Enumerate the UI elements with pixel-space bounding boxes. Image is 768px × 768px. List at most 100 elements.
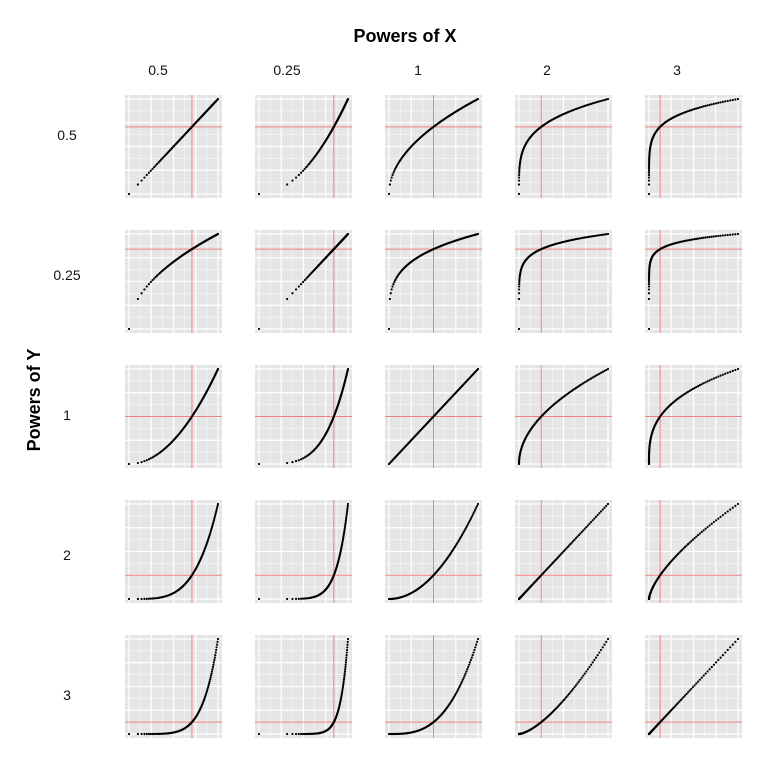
- data-point: [257, 732, 261, 736]
- data-point: [564, 548, 567, 551]
- data-point: [341, 687, 344, 691]
- data-point: [468, 520, 471, 524]
- data-point: [698, 532, 701, 535]
- panel-grid: [125, 95, 742, 738]
- data-point: [693, 238, 696, 241]
- data-point: [714, 102, 718, 105]
- data-point: [469, 658, 472, 662]
- data-point: [301, 732, 305, 736]
- data-point: [305, 166, 308, 169]
- data-point: [208, 682, 211, 685]
- data-point: [690, 687, 693, 691]
- data-point: [706, 236, 709, 239]
- data-point: [145, 732, 148, 736]
- data-point: [215, 646, 218, 649]
- data-point: [593, 375, 596, 378]
- data-point: [343, 672, 346, 675]
- data-point: [647, 288, 651, 291]
- data-point: [647, 167, 651, 170]
- data-point: [706, 525, 709, 529]
- data-point: [342, 678, 346, 681]
- data-point: [466, 668, 469, 671]
- data-point: [136, 461, 139, 465]
- data-point: [702, 105, 705, 108]
- data-point: [717, 234, 720, 238]
- data-point: [341, 686, 345, 689]
- data-point: [729, 370, 732, 373]
- data-point: [215, 508, 218, 511]
- data-point: [734, 98, 737, 101]
- data-point: [696, 385, 700, 388]
- data-point: [394, 167, 397, 170]
- chart-title-x: Powers of X: [353, 26, 456, 46]
- panel: [645, 635, 742, 738]
- data-point: [729, 99, 732, 102]
- data-point: [297, 597, 300, 600]
- data-point: [731, 233, 734, 236]
- data-point: [345, 653, 348, 657]
- data-point: [388, 183, 391, 186]
- data-point: [698, 106, 701, 109]
- data-point: [708, 524, 711, 527]
- data-point: [460, 680, 464, 683]
- data-point: [216, 643, 219, 646]
- data-point: [145, 285, 148, 288]
- data-point: [583, 672, 586, 675]
- data-point: [216, 504, 219, 507]
- data-point: [346, 510, 349, 513]
- data-point: [461, 678, 464, 681]
- data-point: [589, 520, 593, 524]
- data-point: [127, 597, 131, 601]
- data-point: [717, 375, 720, 378]
- data-point: [591, 235, 594, 238]
- data-point: [710, 665, 713, 669]
- data-point: [594, 374, 598, 377]
- data-point: [212, 661, 215, 664]
- data-point: [591, 661, 594, 664]
- data-point: [704, 672, 707, 675]
- panel: [515, 365, 612, 468]
- data-point: [734, 368, 737, 372]
- data-point: [297, 173, 300, 177]
- data-point: [599, 233, 603, 237]
- data-point: [294, 288, 298, 291]
- data-point: [303, 732, 306, 736]
- data-point: [570, 541, 573, 544]
- data-point: [344, 520, 347, 524]
- data-point: [393, 280, 396, 284]
- data-point: [690, 540, 693, 543]
- data-point: [647, 297, 651, 301]
- panel: [645, 365, 742, 468]
- data-point: [695, 682, 698, 685]
- data-point: [696, 237, 700, 240]
- data-point: [345, 515, 348, 518]
- data-point: [698, 384, 701, 387]
- data-point: [567, 692, 571, 696]
- data-point: [344, 522, 347, 525]
- data-point: [455, 691, 458, 694]
- data-point: [297, 732, 300, 736]
- data-point: [729, 646, 732, 649]
- data-point: [341, 691, 344, 694]
- panel: [515, 500, 612, 603]
- data-point: [710, 522, 713, 525]
- data-point: [257, 327, 261, 331]
- data-point: [469, 517, 472, 520]
- panel: [125, 365, 222, 468]
- data-point: [647, 169, 651, 172]
- data-point: [695, 535, 698, 538]
- data-point: [346, 648, 349, 652]
- data-point: [726, 233, 729, 237]
- data-point: [696, 106, 700, 110]
- data-point: [475, 643, 478, 646]
- data-point: [736, 232, 740, 236]
- data-point: [693, 537, 696, 540]
- data-point: [216, 637, 220, 641]
- data-point: [685, 692, 688, 696]
- panel: [515, 95, 612, 198]
- data-point: [573, 686, 576, 689]
- data-point: [717, 658, 720, 662]
- data-point: [734, 640, 737, 643]
- data-point: [286, 597, 289, 601]
- data-point: [708, 235, 711, 239]
